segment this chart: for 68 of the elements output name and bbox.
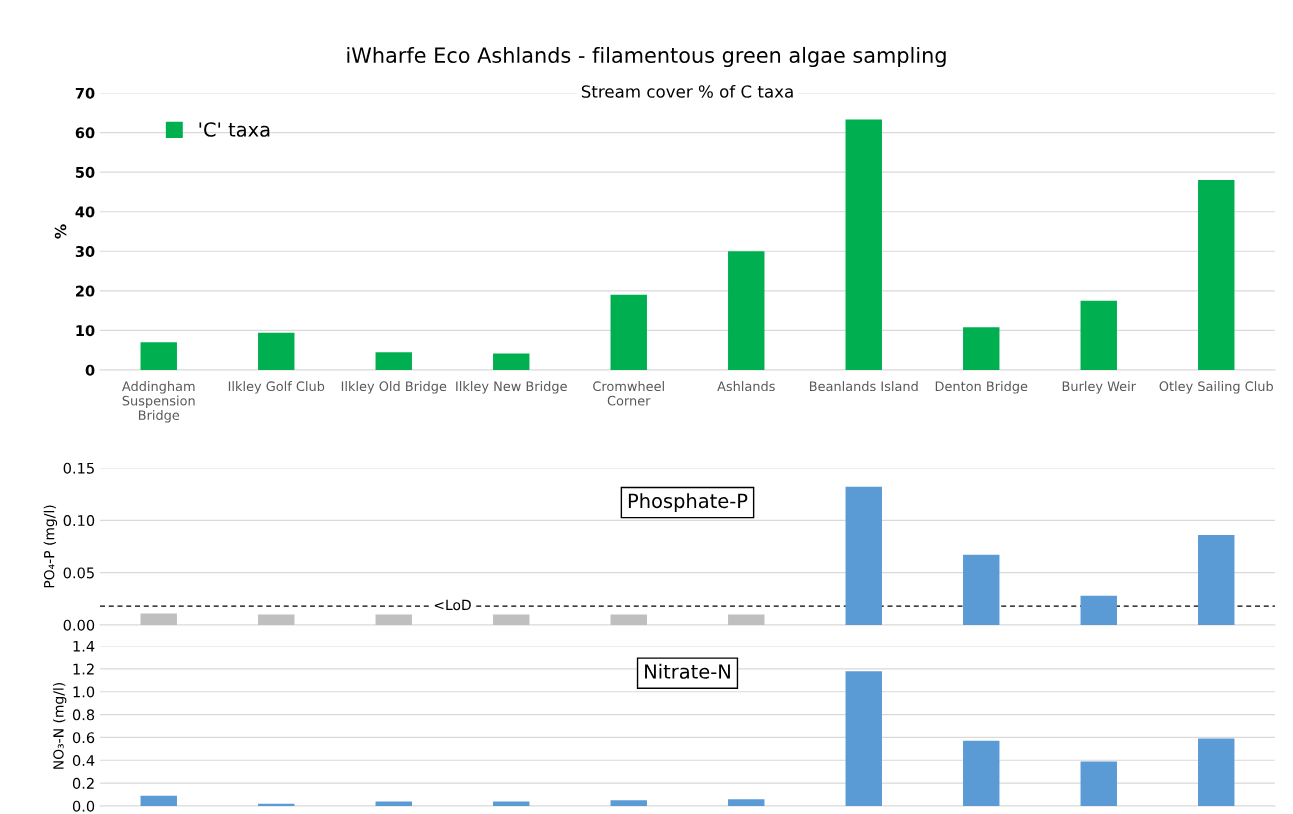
y-axis-title: % <box>54 224 67 239</box>
bar <box>140 342 177 370</box>
y-tick-label: 0.05 <box>63 567 94 579</box>
y-tick-label: 40 <box>75 206 95 218</box>
bar <box>610 800 647 806</box>
x-tick-label: Burley Weir <box>1062 381 1136 394</box>
chart-title: iWharfe Eco Ashlands - filamentous green algae sampling <box>347 46 946 68</box>
bar <box>375 614 412 625</box>
y-tick-label: 50 <box>75 166 95 178</box>
bar <box>963 554 1000 625</box>
bar <box>493 353 530 370</box>
bar <box>375 352 412 370</box>
bar <box>963 740 1000 806</box>
text: Nitrate-N <box>645 663 730 679</box>
y-tick-label: 60 <box>75 127 95 139</box>
x-tick-label: Denton Bridge <box>935 381 1028 394</box>
bar <box>493 614 530 625</box>
bar <box>845 671 882 806</box>
x-tick-label: Cromwheel Corner <box>593 381 664 406</box>
y-tick-label: 0.6 <box>72 732 95 744</box>
x-tick-label: Beanlands Island <box>809 381 918 392</box>
y-tick-label: 0.8 <box>72 709 95 721</box>
bar <box>140 613 177 625</box>
x-tick-label: Addingham Suspension Bridge <box>122 381 195 423</box>
y-tick-label: 20 <box>76 285 95 297</box>
bar <box>493 801 530 806</box>
y-tick-label: 0.10 <box>63 515 95 527</box>
y-tick-label: 0.0 <box>72 800 95 812</box>
bar <box>375 801 412 806</box>
bar <box>610 614 647 625</box>
bar <box>610 294 647 370</box>
x-tick-label: Ilkley Golf Club <box>228 381 325 394</box>
bar <box>728 614 765 625</box>
bar <box>845 119 882 370</box>
y-tick-label: 0.15 <box>63 462 94 474</box>
bar <box>728 251 765 370</box>
bar <box>1198 534 1235 625</box>
y-tick-label: 70 <box>75 87 95 99</box>
chart-subtitle: Stream cover % of C taxa <box>581 84 793 98</box>
y-tick-label: 1.2 <box>73 663 94 675</box>
x-tick-label: Otley Sailing Club <box>1159 381 1273 394</box>
y-tick-label: 0.00 <box>63 619 95 631</box>
bar <box>963 327 1000 370</box>
y-tick-label: 30 <box>75 246 95 258</box>
x-tick-label: Ilkley Old Bridge <box>341 381 447 394</box>
x-tick-label: Ilkley New Bridge <box>456 381 567 394</box>
y-tick-label: 1.0 <box>73 686 95 698</box>
bar <box>258 614 295 625</box>
text: Phosphate-P <box>628 493 748 512</box>
x-tick-label: Ashlands <box>717 381 775 392</box>
bar <box>258 332 295 370</box>
y-tick-label: 10 <box>76 325 95 337</box>
bar <box>1080 300 1117 370</box>
y-tick-label: 0.2 <box>72 777 94 789</box>
y-tick-label: 0.4 <box>72 755 95 767</box>
bar <box>728 799 765 806</box>
bar <box>845 486 882 625</box>
ref-line-label: <LoD <box>434 599 471 611</box>
y-tick-label: 1.4 <box>73 640 95 652</box>
legend-label: 'C' taxa <box>199 122 270 137</box>
bar <box>140 795 177 806</box>
y-axis-title: NO₃-N (mg/l) <box>52 682 67 769</box>
bar <box>1198 180 1235 370</box>
bar <box>1080 761 1117 806</box>
bar <box>1198 738 1235 806</box>
bar <box>1080 595 1117 625</box>
y-axis-title: PO₄-P (mg/l) <box>43 505 58 588</box>
y-tick-label: 0 <box>85 364 95 376</box>
